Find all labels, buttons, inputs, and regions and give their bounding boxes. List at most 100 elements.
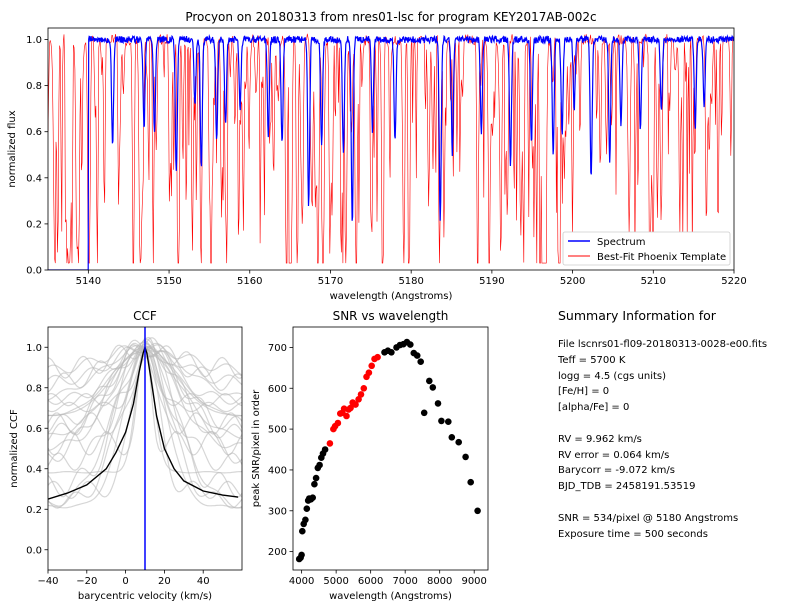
- x-tick-label: 5220: [721, 276, 746, 287]
- snr-point: [434, 400, 442, 407]
- summary-line: SNR = 534/pixel @ 5180 Angstroms: [558, 512, 739, 524]
- snr-point: [413, 352, 421, 359]
- snr-point: [374, 353, 381, 361]
- snr-point: [326, 440, 334, 447]
- snr-point: [360, 385, 368, 392]
- x-tick-label: 5140: [76, 276, 101, 287]
- y-tick-label: 0.2: [26, 219, 42, 230]
- x-tick-label: 7000: [392, 576, 417, 587]
- summary-line: logg = 4.5 (cgs units): [558, 370, 667, 382]
- snr-point: [426, 377, 433, 385]
- x-axis-label: wavelength (Angstroms): [329, 591, 452, 602]
- plot-frame: [47, 27, 735, 271]
- x-tick-label: 5200: [560, 276, 585, 287]
- legend-label-spectrum: Spectrum: [597, 237, 645, 248]
- snr-point: [343, 412, 350, 420]
- summary-line: [558, 495, 788, 511]
- y-tick-label: 0.0: [26, 545, 42, 556]
- summary-line: Barycorr = -9.072 km/s: [558, 465, 675, 477]
- plot-frame: [47, 326, 243, 571]
- snr-point: [298, 551, 305, 559]
- summary-line: [alpha/Fe] = 0: [558, 402, 630, 414]
- y-tick-label: 0.0: [26, 266, 42, 277]
- snr-point: [420, 409, 428, 417]
- snr-point: [417, 358, 425, 366]
- x-tick-label: 5170: [318, 276, 343, 287]
- snr-point: [429, 384, 437, 391]
- chart-title: Procyon on 20180313 from nres01-lsc for …: [185, 10, 596, 24]
- x-tick-label: 0: [122, 576, 128, 587]
- y-tick-label: 0.6: [26, 127, 42, 138]
- snr-point: [462, 453, 469, 461]
- summary-line: Teff = 5700 K: [558, 354, 626, 366]
- x-axis-label: wavelength (Angstroms): [330, 291, 453, 302]
- snr-point: [368, 362, 376, 370]
- spectrum-line: [48, 33, 734, 270]
- y-tick-label: 0.4: [26, 464, 42, 475]
- y-tick-label: 400: [268, 465, 287, 476]
- y-tick-label: 1.0: [26, 35, 42, 46]
- x-tick-label: 20: [158, 576, 171, 587]
- x-axis-label: barycentric velocity (km/s): [78, 591, 212, 602]
- legend-label-template: Best-Fit Phoenix Template: [597, 252, 726, 263]
- y-tick-label: 0.2: [26, 505, 42, 516]
- snr-point: [357, 391, 365, 398]
- summary-line: [558, 416, 788, 432]
- summary-title: Summary Information for: [558, 308, 716, 323]
- y-tick-label: 500: [268, 425, 287, 436]
- summary-line: RV error = 0.064 km/s: [558, 449, 670, 461]
- ccf-plot: [48, 327, 242, 570]
- snr-point: [388, 349, 395, 356]
- snr-point: [438, 417, 445, 425]
- summary-line: File lscnrs01-fl09-20180313-0028-e00.fit…: [558, 339, 768, 350]
- snr-point: [445, 418, 452, 426]
- y-tick-label: 0.6: [26, 424, 42, 435]
- snr-point: [467, 478, 475, 486]
- snr-point: [302, 516, 309, 524]
- chart-title: CCF: [133, 309, 157, 323]
- y-axis-label: normalized flux: [7, 110, 18, 187]
- snr-point: [407, 341, 414, 348]
- x-tick-label: 5000: [323, 576, 348, 587]
- snr-plot: [295, 338, 481, 563]
- x-tick-label: 5180: [398, 276, 423, 287]
- x-tick-label: 5150: [156, 276, 181, 287]
- y-tick-label: 1.0: [26, 343, 42, 354]
- y-axis-label: normalized CCF: [9, 409, 20, 488]
- snr-point: [312, 474, 320, 482]
- x-tick-label: 5190: [479, 276, 504, 287]
- x-tick-label: −20: [76, 576, 97, 587]
- x-tick-label: −40: [37, 576, 58, 587]
- x-tick-label: 4000: [289, 576, 314, 587]
- y-tick-label: 0.8: [26, 383, 42, 394]
- y-tick-label: 200: [268, 547, 287, 558]
- snr-point: [455, 438, 463, 446]
- summary-line: Exposure time = 500 seconds: [558, 528, 708, 540]
- snr-point: [448, 434, 456, 441]
- y-tick-label: 700: [268, 343, 287, 354]
- snr-point: [316, 461, 323, 469]
- summary-line: [Fe/H] = 0: [558, 386, 610, 398]
- chart-title: SNR vs wavelength: [333, 309, 449, 323]
- summary-panel: Summary Information for File lscnrs01-fl…: [558, 308, 788, 542]
- y-tick-label: 300: [268, 506, 287, 517]
- snr-point: [311, 480, 318, 488]
- x-tick-label: 8000: [427, 576, 452, 587]
- snr-point: [334, 419, 342, 427]
- snr-point: [355, 396, 362, 403]
- snr-point: [309, 494, 317, 502]
- summary-line: BJD_TDB = 2458191.53519: [558, 481, 696, 493]
- snr-point: [347, 404, 354, 412]
- snr-point: [321, 446, 329, 453]
- plot-frame: [292, 326, 489, 571]
- summary-line: RV = 9.962 km/s: [558, 433, 642, 445]
- x-tick-label: 5210: [641, 276, 666, 287]
- x-tick-label: 6000: [358, 576, 383, 587]
- x-tick-label: 5160: [237, 276, 262, 287]
- snr-point: [299, 527, 306, 535]
- snr-point: [474, 507, 481, 515]
- y-tick-label: 600: [268, 384, 287, 395]
- legend-box: [562, 231, 731, 266]
- y-tick-label: 0.4: [26, 173, 42, 184]
